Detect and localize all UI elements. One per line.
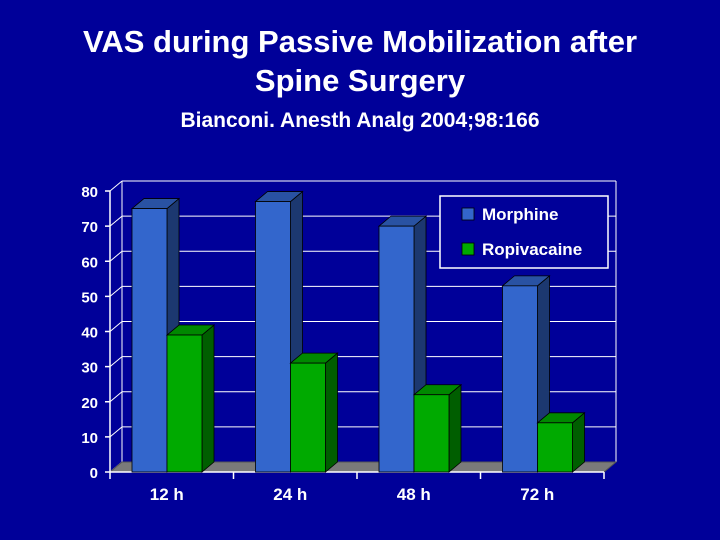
gridline-diagonal (109, 180, 123, 192)
y-tick-label: 40 (81, 325, 98, 342)
y-tick-label: 10 (81, 430, 98, 447)
gridline-diagonal (109, 321, 123, 332)
y-tick-label: 50 (81, 289, 98, 306)
bar-ropivacaine (290, 362, 326, 473)
bar-ropivacaine (537, 422, 573, 473)
x-tick-label: 24 h (273, 485, 307, 504)
gridline-diagonal (109, 250, 123, 262)
gridline-diagonal (109, 215, 123, 227)
y-tick-label: 20 (81, 395, 98, 412)
slide-title: VAS during Passive Mobilization after Sp… (0, 22, 720, 100)
bar-ropivacaine (413, 394, 450, 473)
bar-morphine (131, 208, 168, 473)
legend-label-morphine: Morphine (482, 205, 559, 224)
y-tick-label: 60 (81, 254, 98, 271)
legend-swatch-ropivacaine (461, 242, 475, 256)
title-line-2: Spine Surgery (254, 63, 466, 98)
x-tick-label: 12 h (150, 485, 184, 504)
x-tick-label: 72 h (520, 485, 554, 504)
bar-side-ropivacaine (325, 352, 338, 473)
x-tick-label: 48 h (397, 485, 431, 504)
gridline-diagonal (109, 426, 123, 438)
bar-ropivacaine (166, 334, 203, 473)
y-tick-label: 30 (81, 360, 98, 377)
gridline-diagonal (109, 285, 123, 297)
title-line-1: VAS during Passive Mobilization after (82, 24, 638, 59)
y-tick-label: 70 (81, 219, 98, 236)
legend-label-ropivacaine: Ropivacaine (482, 240, 582, 259)
slide-subtitle: Bianconi. Anesth Analg 2004;98:166 (180, 109, 540, 132)
bar-side-ropivacaine (201, 324, 215, 473)
y-tick-label: 80 (81, 184, 98, 201)
y-tick-label: 0 (90, 465, 98, 482)
bar-morphine (378, 225, 415, 473)
bar-morphine (255, 201, 291, 473)
gridline-diagonal (109, 391, 123, 403)
gridline-diagonal (109, 356, 123, 368)
legend-swatch-morphine (461, 207, 475, 221)
bar-side-ropivacaine (448, 383, 462, 473)
bar-morphine (502, 285, 538, 473)
